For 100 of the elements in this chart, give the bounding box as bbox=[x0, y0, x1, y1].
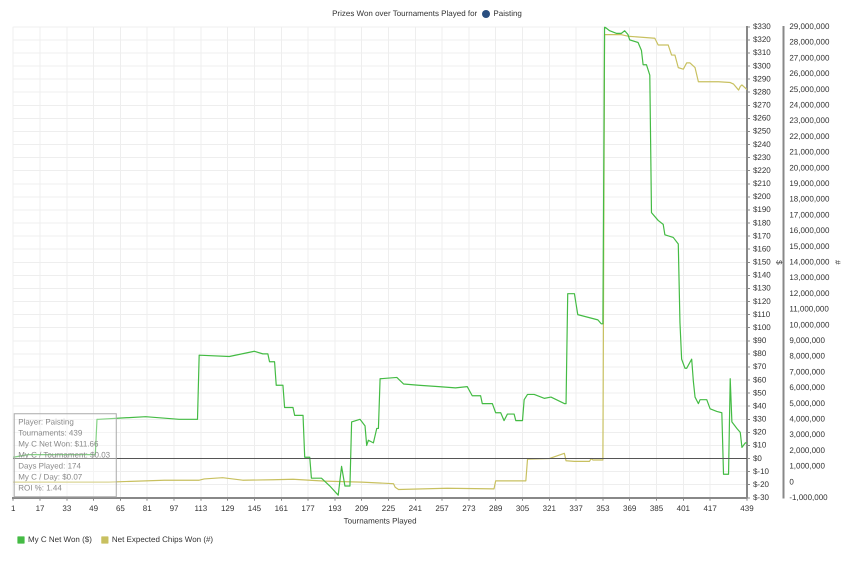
y-tick-label: $-10 bbox=[752, 466, 770, 476]
annotation: Days Played: 174 bbox=[18, 462, 82, 471]
y2-tick-label: 17,000,000 bbox=[789, 210, 830, 220]
y-tick-label: $30 bbox=[752, 414, 767, 424]
x-tick-label: 113 bbox=[194, 504, 208, 513]
y2-tick-label: 28,000,000 bbox=[789, 38, 830, 47]
chart-title: Prizes Won over Tournaments Played for Paisting bbox=[332, 9, 522, 18]
y-tick-label: $160 bbox=[752, 244, 772, 254]
y-tick-label: $140 bbox=[752, 270, 772, 280]
y2-tick-label: 29,000,000 bbox=[789, 22, 830, 32]
y2-tick-label: 24,000,000 bbox=[789, 100, 830, 110]
x-tick-label: 17 bbox=[36, 504, 46, 513]
legend-label: Net Expected Chips Won (#) bbox=[112, 535, 214, 544]
y2-tick-label: 7,000,000 bbox=[789, 367, 826, 376]
y-tick-label: $200 bbox=[752, 192, 772, 202]
x-tick-label: 289 bbox=[489, 504, 503, 513]
y2-tick-label: 18,000,000 bbox=[789, 194, 830, 204]
x-tick-label: 439 bbox=[740, 504, 754, 513]
x-tick-label: 225 bbox=[382, 504, 396, 513]
y2-tick-label: 19,000,000 bbox=[789, 179, 830, 188]
y2-tick-label: 16,000,000 bbox=[789, 226, 830, 236]
x-tick-label: 241 bbox=[408, 504, 422, 513]
y-tick-label: $220 bbox=[752, 166, 772, 175]
y2-tick-label: 13,000,000 bbox=[789, 273, 830, 282]
y-axis-title: $ bbox=[774, 260, 784, 266]
annotation: Player: Paisting bbox=[18, 418, 74, 427]
y2-tick-label: 11,000,000 bbox=[789, 304, 830, 314]
x-tick-label: 209 bbox=[354, 504, 369, 513]
x-tick-label: 177 bbox=[301, 504, 316, 513]
y2-tick-label: 25,000,000 bbox=[789, 84, 830, 94]
y-tick-label: $190 bbox=[752, 205, 772, 214]
y-tick-label: $-30 bbox=[752, 493, 770, 502]
x-tick-label: 353 bbox=[596, 504, 610, 513]
legend-label: My C Net Won ($) bbox=[28, 535, 92, 544]
x-tick-label: 417 bbox=[703, 504, 718, 513]
y2-tick-label: 1,000,000 bbox=[789, 462, 826, 471]
y-tick-label: $210 bbox=[752, 179, 772, 188]
y2-tick-label: 10,000,000 bbox=[789, 320, 830, 330]
y2-tick-label: 0 bbox=[789, 477, 794, 486]
y2-tick-label: 22,000,000 bbox=[789, 132, 830, 141]
x-tick-label: 385 bbox=[650, 504, 664, 513]
x-tick-label: 273 bbox=[462, 504, 476, 513]
x-tick-label: 33 bbox=[62, 504, 72, 513]
y-tick-label: $60 bbox=[752, 375, 767, 384]
y-tick-label: $240 bbox=[752, 140, 772, 149]
y2-tick-label: 8,000,000 bbox=[789, 352, 826, 361]
y-tick-label: $170 bbox=[752, 231, 772, 240]
y2-tick-label: 14,000,000 bbox=[789, 258, 830, 267]
y-tick-label: $100 bbox=[752, 322, 772, 332]
y-tick-label: $300 bbox=[752, 61, 772, 70]
y-tick-label: $110 bbox=[752, 310, 771, 319]
y-tick-label: $80 bbox=[752, 349, 767, 358]
x-tick-label: 161 bbox=[274, 504, 288, 513]
y-tick-label: $10 bbox=[752, 440, 767, 450]
annotation: Tournaments: 439 bbox=[18, 428, 83, 438]
x-tick-label: 321 bbox=[542, 504, 557, 513]
y-tick-label: $40 bbox=[752, 401, 767, 410]
x-tick-label: 81 bbox=[142, 504, 152, 513]
y2-tick-label: 26,000,000 bbox=[789, 69, 830, 78]
x-tick-label: 145 bbox=[248, 504, 262, 513]
y2-tick-label: 21,000,000 bbox=[789, 148, 830, 157]
y-tick-label: $120 bbox=[752, 296, 772, 306]
x-tick-label: 337 bbox=[569, 504, 584, 513]
y-tick-label: $130 bbox=[752, 284, 772, 293]
annotation: My C / Day: $0.07 bbox=[18, 472, 83, 482]
y2-tick-label: 27,000,000 bbox=[789, 53, 830, 62]
x-tick-label: 369 bbox=[623, 504, 637, 513]
y-tick-label: $50 bbox=[752, 388, 767, 398]
y-tick-label: $0 bbox=[752, 454, 762, 463]
y-tick-label: $260 bbox=[752, 114, 772, 123]
y-tick-label: $320 bbox=[752, 35, 772, 44]
y2-tick-label: 5,000,000 bbox=[789, 398, 826, 408]
x-tick-label: 129 bbox=[220, 504, 235, 513]
y-tick-label: $310 bbox=[752, 48, 772, 58]
y2-tick-label: 2,000,000 bbox=[789, 446, 826, 455]
y2-tick-label: 20,000,000 bbox=[789, 163, 830, 172]
y-tick-label: $180 bbox=[752, 218, 772, 228]
y2-tick-label: 6,000,000 bbox=[789, 383, 826, 392]
y-tick-label: $290 bbox=[752, 74, 772, 84]
y-tick-label: $150 bbox=[752, 258, 772, 267]
y-tick-label: $250 bbox=[752, 126, 772, 136]
x-tick-label: 1 bbox=[11, 504, 16, 513]
y-tick-label: $230 bbox=[752, 152, 772, 162]
y-tick-label: $330 bbox=[752, 22, 772, 32]
x-tick-label: 49 bbox=[89, 504, 99, 513]
y-tick-label: $270 bbox=[752, 100, 772, 110]
y-tick-label: $70 bbox=[752, 362, 767, 372]
x-tick-label: 305 bbox=[516, 504, 530, 513]
x-tick-label: 257 bbox=[435, 504, 450, 513]
y2-tick-label: 3,000,000 bbox=[789, 430, 826, 440]
y2-tick-label: 23,000,000 bbox=[789, 116, 830, 126]
y2-tick-label: 15,000,000 bbox=[789, 242, 830, 251]
y-tick-label: $280 bbox=[752, 87, 772, 96]
y2-tick-label: 4,000,000 bbox=[789, 414, 826, 424]
x-tick-label: 97 bbox=[170, 504, 180, 513]
y2-axis-title: # bbox=[832, 260, 842, 266]
y-tick-label: $20 bbox=[752, 428, 767, 437]
x-tick-label: 65 bbox=[116, 504, 126, 513]
y2-tick-label: 9,000,000 bbox=[789, 336, 826, 346]
annotation: ROI %: 1.44 bbox=[18, 484, 62, 493]
